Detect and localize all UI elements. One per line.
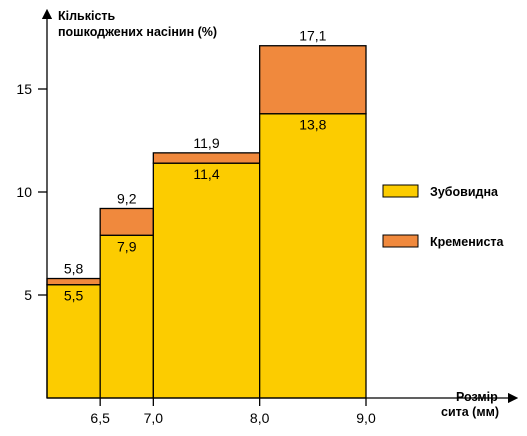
- value-label-total-2: 11,9: [193, 135, 219, 151]
- y-tick-label-15: 15: [16, 81, 32, 97]
- x-tick-label-1: 7,0: [144, 410, 164, 426]
- y-tick-label-10: 10: [16, 184, 32, 200]
- bar-kremenysta-1: [99, 207, 154, 236]
- legend-swatch-kremenysta: [382, 234, 419, 248]
- value-label-zubovydna-1: 7,9: [117, 238, 137, 254]
- value-label-total-3: 17,1: [299, 28, 326, 44]
- bar-zubovydna-0: [46, 284, 101, 399]
- y-tick-label-5: 5: [24, 287, 32, 303]
- value-label-total-0: 5,8: [64, 261, 84, 277]
- bar-kremenysta-2: [152, 152, 261, 164]
- x-tick-label-2: 8,0: [250, 410, 270, 426]
- y-ticks-group: 5 10 15: [16, 81, 47, 303]
- x-tick-label-0: 6,5: [90, 410, 110, 426]
- bar-kremenysta-0: [46, 277, 101, 286]
- x-axis-label-line1: Розмір: [456, 390, 498, 404]
- legend: Зубовидна Кремениста: [382, 184, 505, 249]
- value-labels-group: 5,8 5,5 9,2 7,9 11,9 11,4 17,1 13,8: [64, 28, 327, 304]
- value-label-zubovydna-0: 5,5: [64, 288, 84, 304]
- legend-label-kremenysta: Кремениста: [430, 235, 505, 249]
- x-ticks-group: 6,5 7,0 8,0 9,0: [90, 398, 376, 426]
- value-label-zubovydna-2: 11,4: [193, 166, 219, 182]
- bar-zubovydna-3: [259, 113, 367, 399]
- x-axis-label-line2: сита (мм): [441, 405, 499, 419]
- bars-group: [46, 45, 367, 399]
- bar-kremenysta-3: [259, 45, 367, 115]
- bar-zubovydna-2: [152, 162, 261, 399]
- x-tick-label-3: 9,0: [356, 410, 376, 426]
- y-axis-label-line2: пошкоджених насінин (%): [58, 25, 217, 39]
- y-axis-label-line1: Кількість: [58, 9, 116, 23]
- value-label-total-1: 9,2: [117, 190, 137, 206]
- bar-zubovydna-1: [99, 234, 154, 399]
- value-label-zubovydna-3: 13,8: [299, 117, 326, 133]
- legend-swatch-zubovydna: [382, 184, 419, 198]
- legend-label-zubovydna: Зубовидна: [430, 185, 499, 199]
